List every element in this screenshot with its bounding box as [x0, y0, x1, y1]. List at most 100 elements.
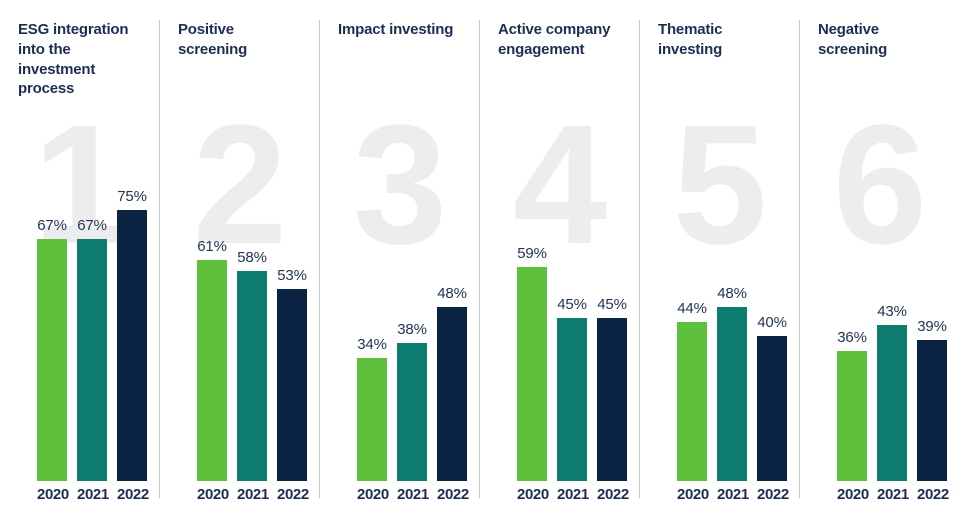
year-label: 2022 [917, 486, 949, 503]
bar-2022 [437, 307, 467, 481]
bar-group: 36% 43% 39% [837, 303, 947, 481]
bar-value-label: 75% [117, 187, 147, 205]
year-axis: 2020 2021 2022 [197, 486, 309, 503]
bar-slot: 59% [517, 245, 547, 481]
bar-slot: 43% [877, 303, 907, 481]
bar-slot: 36% [837, 329, 867, 481]
year-label: 2020 [37, 486, 69, 503]
bar-value-label: 67% [37, 216, 67, 234]
bar-value-label: 48% [717, 285, 747, 303]
bar-value-label: 36% [837, 328, 867, 346]
strategy-panel-5: Thematic investing 5 44% 48% 40% 2020 2021 2022 [640, 0, 800, 519]
year-axis: 2020 2021 2022 [677, 486, 789, 503]
year-label: 2021 [397, 486, 429, 503]
panel-number-watermark: 3 [352, 90, 448, 280]
bar-slot: 75% [117, 188, 147, 481]
panel-number-watermark: 2 [192, 90, 288, 280]
bar-2020 [37, 238, 67, 481]
bar-group: 44% 48% 40% [677, 285, 787, 481]
bar-slot: 67% [77, 217, 107, 481]
bar-2021 [717, 307, 747, 481]
bar-value-label: 43% [877, 303, 907, 321]
year-label: 2022 [437, 486, 469, 503]
bar-group: 34% 38% 48% [357, 285, 467, 481]
strategy-panel-1: ESG integration into the investment proc… [0, 0, 160, 519]
year-axis: 2020 2021 2022 [837, 486, 949, 503]
panel-divider [639, 20, 640, 498]
panel-number-watermark: 5 [672, 90, 768, 280]
year-label: 2020 [517, 486, 549, 503]
bar-value-label: 45% [597, 296, 627, 314]
bar-2020 [197, 260, 227, 481]
year-label: 2020 [197, 486, 229, 503]
bar-group: 59% 45% 45% [517, 245, 627, 481]
year-label: 2021 [77, 486, 109, 503]
bar-2021 [237, 271, 267, 481]
panel-title: Impact investing [338, 21, 454, 38]
year-axis: 2020 2021 2022 [517, 486, 629, 503]
panel-title: Positive screening [178, 21, 248, 58]
strategy-panel-4: Active company engagement 4 59% 45% 45% 2020 2… [480, 0, 640, 519]
panel-number-watermark: 4 [512, 90, 608, 280]
bar-2020 [677, 321, 707, 481]
bar-2022 [277, 289, 307, 481]
bar-slot: 61% [197, 238, 227, 481]
bar-2022 [917, 339, 947, 481]
bar-2020 [837, 350, 867, 481]
year-label: 2022 [277, 486, 309, 503]
panel-divider [159, 20, 160, 498]
year-axis: 2020 2021 2022 [37, 486, 149, 503]
panel-title: Thematic investing [658, 21, 723, 58]
bar-value-label: 61% [197, 238, 227, 256]
year-label: 2021 [877, 486, 909, 503]
year-label: 2021 [717, 486, 749, 503]
bar-value-label: 39% [917, 317, 947, 335]
panel-divider [799, 20, 800, 498]
bar-slot: 40% [757, 314, 787, 481]
year-axis: 2020 2021 2022 [357, 486, 469, 503]
bar-value-label: 59% [517, 245, 547, 263]
year-label: 2021 [557, 486, 589, 503]
bar-group: 61% 58% 53% [197, 238, 307, 481]
bar-2022 [117, 209, 147, 481]
bar-slot: 48% [717, 285, 747, 481]
bar-2022 [597, 318, 627, 481]
panel-title: Active company engagement [498, 21, 611, 58]
bar-value-label: 48% [437, 285, 467, 303]
strategy-panel-2: Positive screening 2 61% 58% 53% 2020 2021 2022 [160, 0, 320, 519]
year-label: 2022 [597, 486, 629, 503]
bar-value-label: 67% [77, 216, 107, 234]
bar-value-label: 38% [397, 321, 427, 339]
strategy-panel-6: Negative screening 6 36% 43% 39% 2020 2021 2022 [800, 0, 960, 519]
bar-value-label: 40% [757, 314, 787, 332]
year-label: 2021 [237, 486, 269, 503]
panel-number-watermark: 6 [832, 90, 928, 280]
bar-slot: 53% [277, 267, 307, 481]
panel-divider [319, 20, 320, 498]
bar-slot: 45% [597, 296, 627, 481]
bar-slot: 34% [357, 336, 387, 481]
bar-value-label: 45% [557, 296, 587, 314]
bar-slot: 38% [397, 321, 427, 481]
bar-slot: 45% [557, 296, 587, 481]
bar-value-label: 44% [677, 299, 707, 317]
year-label: 2022 [757, 486, 789, 503]
strategy-panel-3: Impact investing 3 34% 38% 48% 2020 2021 2022 [320, 0, 480, 519]
bar-value-label: 34% [357, 335, 387, 353]
year-label: 2020 [357, 486, 389, 503]
bar-2021 [77, 238, 107, 481]
panel-divider [479, 20, 480, 498]
bar-2021 [557, 318, 587, 481]
bar-slot: 44% [677, 300, 707, 481]
bar-2021 [877, 325, 907, 481]
bar-slot: 58% [237, 249, 267, 481]
bar-2020 [517, 267, 547, 481]
bar-2021 [397, 343, 427, 481]
bar-2020 [357, 357, 387, 481]
bar-2022 [757, 336, 787, 481]
bar-value-label: 53% [277, 267, 307, 285]
bar-value-label: 58% [237, 249, 267, 266]
bar-slot: 67% [37, 217, 67, 481]
year-label: 2022 [117, 486, 149, 503]
